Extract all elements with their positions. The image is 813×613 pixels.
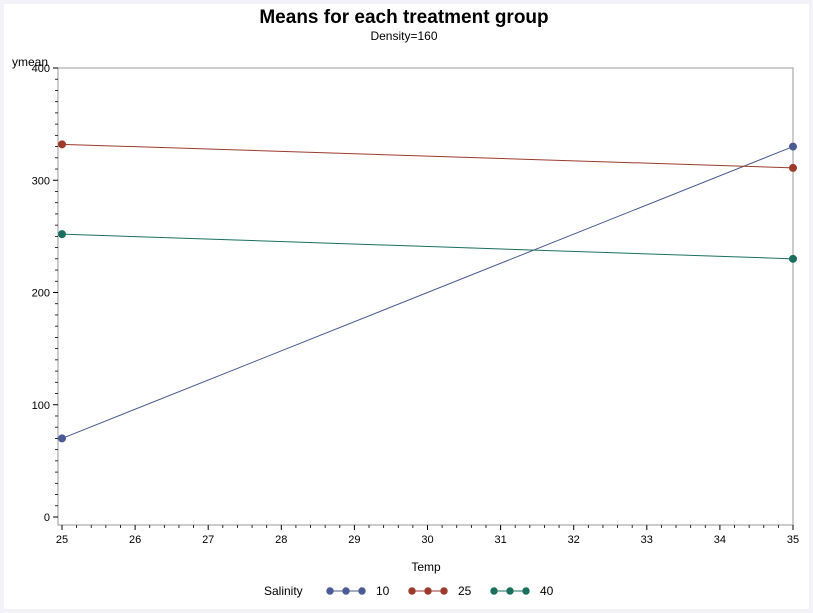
chart-figure: Means for each treatment group Density=1… xyxy=(4,4,809,609)
legend-marker-40 xyxy=(522,587,530,595)
series-layer xyxy=(58,140,797,443)
chart-subtitle: Density=160 xyxy=(370,29,437,43)
plot-frame xyxy=(57,67,794,526)
x-axis-label: Temp xyxy=(411,560,441,574)
x-tick-label: 31 xyxy=(494,534,506,546)
legend-marker-25 xyxy=(440,587,448,595)
y-tick-label: 0 xyxy=(44,512,50,524)
legend-label-10: 10 xyxy=(376,584,390,598)
data-point-40 xyxy=(58,230,66,239)
series-line-10 xyxy=(61,146,794,439)
y-tick-label: 200 xyxy=(32,288,50,300)
x-tick-label: 28 xyxy=(275,534,287,546)
data-point-10 xyxy=(789,142,797,151)
chart-title: Means for each treatment group xyxy=(259,7,548,28)
y-tick-label: 400 xyxy=(32,63,50,75)
x-tick-label: 35 xyxy=(787,534,799,546)
x-tick-label: 26 xyxy=(129,534,141,546)
legend-marker-25 xyxy=(424,587,432,595)
legend-marker-10 xyxy=(342,587,350,595)
x-tick-label: 25 xyxy=(56,534,68,546)
legend-label-25: 25 xyxy=(458,584,472,598)
legend-title: Salinity xyxy=(264,584,303,598)
x-tick-label: 33 xyxy=(641,534,653,546)
legend-marker-40 xyxy=(490,587,498,595)
x-tick-label: 27 xyxy=(202,534,214,546)
data-point-10 xyxy=(58,434,66,443)
legend-marker-25 xyxy=(408,587,416,595)
series-line-25 xyxy=(61,143,794,169)
axes-layer: 25 26 27 28 29 30 31 32 33 34 35 0 100 200 300 400 xyxy=(32,63,799,546)
data-point-25 xyxy=(789,163,797,172)
series-line-40 xyxy=(61,233,794,260)
legend-marker-10 xyxy=(358,587,366,595)
legend-label-40: 40 xyxy=(540,584,554,598)
data-point-40 xyxy=(789,254,797,263)
x-tick-label: 30 xyxy=(421,534,433,546)
legend-marker-10 xyxy=(326,587,334,595)
x-tick-label: 29 xyxy=(348,534,360,546)
y-tick-label: 300 xyxy=(32,175,50,187)
x-tick-label: 34 xyxy=(714,534,726,546)
x-tick-label: 32 xyxy=(568,534,580,546)
data-point-25 xyxy=(58,140,66,149)
y-axis-label: ymean xyxy=(12,55,48,69)
legend-marker-40 xyxy=(506,587,514,595)
y-tick-label: 100 xyxy=(32,400,50,412)
legend: Salinity 10 25 40 xyxy=(264,584,554,598)
line-chart: Means for each treatment group Density=1… xyxy=(12,7,799,598)
